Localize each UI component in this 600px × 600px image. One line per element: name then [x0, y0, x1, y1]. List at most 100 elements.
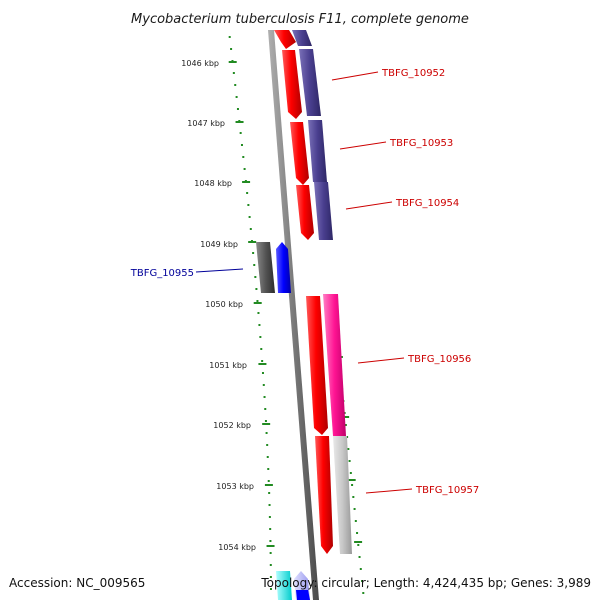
- map-title: Mycobacterium tuberculosis F11, complete…: [131, 12, 469, 27]
- tick-dot-right: [347, 448, 350, 450]
- major-tick-right: [354, 541, 363, 543]
- tick-dot-right: [359, 568, 362, 570]
- gene-block-5[interactable]: [256, 242, 275, 293]
- tick-dot-right: [344, 424, 347, 426]
- tick-dot-left: [232, 72, 235, 74]
- leader-tbfg-10957: [365, 488, 413, 494]
- cds-track[interactable]: [274, 30, 333, 554]
- major-tick-right: [341, 416, 350, 418]
- cds-arrow-2[interactable]: [282, 50, 302, 119]
- tick-dot-left: [269, 588, 272, 590]
- gene-block-1[interactable]: [292, 30, 312, 46]
- tick-dot-left: [269, 552, 272, 554]
- tick-dot-left: [247, 204, 250, 206]
- tick-label-1051: 1051 kbp: [209, 361, 247, 370]
- tick-dot-right: [361, 580, 364, 582]
- tick-dot-left: [239, 132, 242, 134]
- major-tick-left: [262, 423, 271, 425]
- tick-dot-left: [242, 156, 245, 158]
- tick-dot-left: [248, 216, 251, 218]
- gene-block-8[interactable]: [276, 571, 292, 600]
- tick-dot-right: [358, 556, 361, 558]
- tick-dot-left: [263, 396, 266, 398]
- tick-dot-left: [267, 468, 270, 470]
- tick-dot-left: [269, 576, 272, 578]
- tick-dot-right: [346, 436, 349, 438]
- tick-dot-left: [240, 144, 243, 146]
- tick-dot-left: [261, 372, 264, 374]
- tick-dot-right: [353, 508, 356, 510]
- tick-dot-left: [252, 252, 255, 254]
- tick-dot-left: [255, 288, 258, 290]
- major-tick-left: [242, 181, 251, 183]
- tick-label-1048: 1048 kbp: [194, 179, 232, 188]
- tick-dot-left: [268, 504, 271, 506]
- tick-dot-left: [253, 264, 256, 266]
- tick-label-1047: 1047 kbp: [187, 119, 225, 128]
- tick-dot-left: [261, 360, 264, 362]
- gene-block-7[interactable]: [333, 436, 352, 554]
- gene-block-3[interactable]: [308, 120, 327, 182]
- gene-block-2[interactable]: [299, 49, 321, 116]
- tick-dot-left: [264, 408, 267, 410]
- tick-dot-left: [249, 228, 252, 230]
- tick-dot-left: [230, 48, 233, 50]
- major-tick-left: [235, 121, 244, 123]
- kbp-tick-labels: 1046 kbp 1047 kbp 1048 kbp 1049 kbp 1050…: [181, 59, 256, 552]
- tick-dot-left: [236, 108, 239, 110]
- leader-tbfg-10955: [195, 268, 244, 273]
- major-tick-left: [266, 545, 275, 547]
- leader-tbfg-10953: [339, 141, 387, 150]
- leader-tbfg-10954: [345, 201, 393, 210]
- tick-dot-right: [352, 496, 355, 498]
- feature-label-tbfg-10957[interactable]: TBFG_10957: [415, 485, 479, 496]
- tick-dot-left: [266, 444, 269, 446]
- cds-arrow-1[interactable]: [274, 30, 296, 49]
- feature-label-tbfg-10952[interactable]: TBFG_10952: [381, 68, 445, 79]
- tick-dot-left: [235, 96, 238, 98]
- tick-dot-right: [362, 592, 365, 594]
- genome-backbone: [268, 30, 319, 600]
- tick-label-1050: 1050 kbp: [205, 300, 243, 309]
- gene-block-6[interactable]: [323, 294, 346, 436]
- gene-arrow-reverse[interactable]: [276, 242, 291, 293]
- gene-block-4[interactable]: [314, 182, 333, 240]
- feature-label-tbfg-10954[interactable]: TBFG_10954: [395, 198, 459, 209]
- gene-block-10[interactable]: [296, 590, 310, 600]
- tick-label-1046: 1046 kbp: [181, 59, 219, 68]
- tick-dot-left: [234, 84, 237, 86]
- tick-dot-left: [267, 480, 270, 482]
- cds-arrow-5[interactable]: [306, 296, 328, 435]
- feature-label-tbfg-10956[interactable]: TBFG_10956: [407, 354, 471, 365]
- tick-dot-left: [259, 336, 262, 338]
- tick-dot-left: [258, 324, 261, 326]
- tick-dot-left: [256, 300, 259, 302]
- tick-dot-left: [264, 420, 267, 422]
- cds-arrow-3[interactable]: [290, 122, 309, 185]
- major-tick-left: [248, 241, 257, 243]
- tick-dot-left: [257, 312, 260, 314]
- tick-dot-left: [246, 192, 249, 194]
- tick-dot-left: [269, 540, 272, 542]
- feature-label-tbfg-10953[interactable]: TBFG_10953: [389, 138, 453, 149]
- tick-dot-right: [351, 484, 354, 486]
- cds-arrow-6[interactable]: [315, 436, 333, 554]
- tick-dot-right: [348, 460, 351, 462]
- tick-label-1054: 1054 kbp: [218, 543, 256, 552]
- tick-dot-left: [254, 276, 257, 278]
- tick-label-1053: 1053 kbp: [216, 482, 254, 491]
- gene-track[interactable]: [256, 30, 352, 600]
- topology-text: Topology: circular; Length: 4,424,435 bp…: [260, 576, 591, 590]
- feature-labels[interactable]: TBFG_10952 TBFG_10953 TBFG_10954 TBFG_10…: [130, 68, 480, 496]
- major-tick-left: [228, 61, 237, 63]
- tick-dot-left: [269, 528, 272, 530]
- tick-dot-left: [262, 384, 265, 386]
- feature-label-tbfg-10955[interactable]: TBFG_10955: [130, 268, 194, 279]
- cds-arrow-4[interactable]: [296, 185, 314, 240]
- accession-text: Accession: NC_009565: [9, 576, 145, 590]
- tick-dot-left: [268, 492, 271, 494]
- tick-dot-left: [269, 564, 272, 566]
- major-tick-left: [264, 484, 273, 486]
- major-tick-left: [253, 302, 262, 304]
